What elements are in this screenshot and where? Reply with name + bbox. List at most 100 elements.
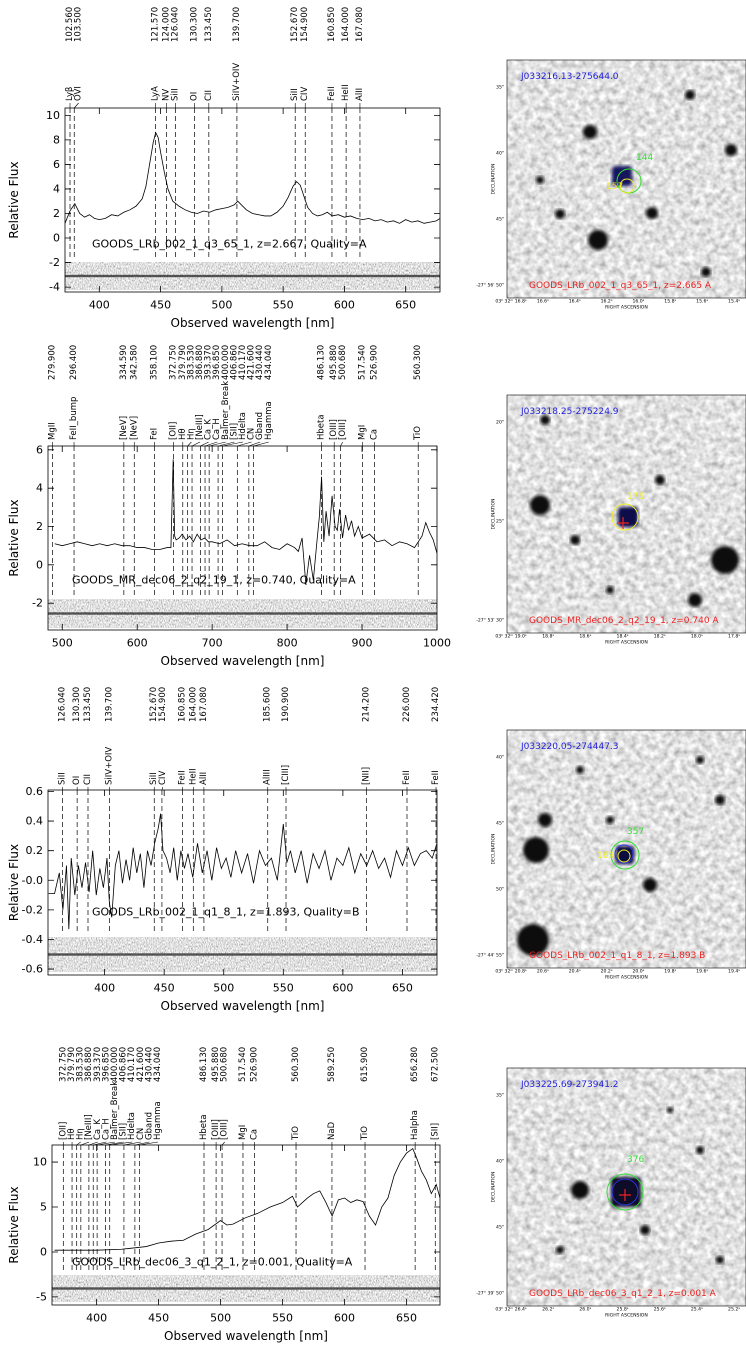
line-wavelength: 486.130 [316, 345, 326, 380]
object-id: J033225.69-273941.2 [520, 1080, 619, 1090]
thumbnail: 357 169 J033220.05-274447.3 GOODS_LRb_002_1… [476, 729, 746, 981]
line-name: LyA [150, 86, 160, 101]
line-wavelength: 526.900 [370, 345, 380, 380]
image-x-tick: 20.6ˢ [537, 969, 549, 975]
line-wavelength: 400.000 [221, 345, 231, 380]
line-name: SiII [171, 88, 181, 101]
line-wavelength: 656.280 [410, 1047, 420, 1082]
line-wavelength: 133.450 [204, 7, 214, 42]
line-connector [340, 441, 344, 447]
line-wavelength: 526.900 [250, 1047, 260, 1082]
image-y-tick: 25" [496, 519, 504, 525]
line-name: Gband [144, 1112, 154, 1140]
line-wavelength: 152.670 [290, 7, 300, 42]
image-caption: GOODS_MR_dec06_2_q2_19_1, z=0.740 A [529, 616, 719, 626]
image-x-tick: 16.0ˢ [632, 299, 644, 305]
line-wavelength: 160.850 [327, 7, 337, 42]
image-y-tick: 35" [496, 1093, 504, 1099]
image-frame [506, 394, 746, 634]
line-name: NV [161, 89, 171, 101]
line-wavelength: 152.670 [149, 687, 159, 722]
spectrum-2d-trace [48, 612, 437, 615]
source-blob [696, 756, 704, 764]
y-tick-label: 2 [53, 207, 60, 220]
line-wavelength: 486.130 [199, 1047, 209, 1082]
image-x-tick: 03ʰ 32ᵐ 20.8ˢ [495, 969, 527, 975]
line-name: SiIV+OIV [232, 63, 242, 101]
spectrum-panel: 6 4 2 0 -2 500 600 700 800 900 1000 Observed wavele… [7, 345, 451, 668]
line-name: OVI [74, 86, 84, 101]
aperture-label: 376 [627, 1155, 644, 1165]
line-name: MgI [238, 1125, 248, 1140]
line-wavelength: 430.440 [255, 345, 265, 380]
line-connector [134, 1141, 150, 1146]
line-name: OI [190, 92, 200, 101]
line-name: NaD [327, 1121, 337, 1140]
image-y-tick: 20" [496, 420, 504, 426]
line-name: CIV [158, 771, 168, 785]
line-connector [209, 441, 226, 447]
line-name: Hbeta [316, 414, 326, 440]
thumbnail: 376 J033225.69-273941.2 GOODS_LRb_dec06_3_… [476, 1067, 746, 1319]
x-axis-label: Observed wavelength [nm] [164, 1329, 328, 1343]
x-tick-label: 400 [89, 299, 110, 312]
line-wavelength: 372.750 [169, 345, 179, 380]
image-y-tick: 45" [496, 821, 504, 827]
line-name: Ca_H [212, 418, 222, 440]
line-wavelength: 421.600 [136, 1047, 146, 1082]
line-name: SiIV+OIV [105, 747, 115, 785]
spectrum-panel: 0.6 0.4 0.2 -0.0 -0.2 -0.4 -0.6 400 450 500 550 600… [7, 687, 441, 1013]
target-cross [619, 1189, 631, 1201]
line-name: TiO [360, 1126, 370, 1141]
source-blob [716, 1256, 724, 1264]
line-name: Hdelta [238, 412, 248, 440]
image-caption: GOODS_LRb_002_1_q1_8_1, z=1.893 B [529, 951, 705, 961]
x-axis-label: Observed wavelength [nm] [171, 316, 335, 330]
line-wavelength: 410.170 [238, 345, 248, 380]
y-tick-label: -4 [49, 281, 60, 294]
y-tick-label: 4 [53, 182, 60, 195]
line-name: [NeIII] [84, 1114, 94, 1140]
line-connector [218, 441, 235, 447]
image-y-tick: 40" [496, 755, 504, 761]
line-name: FeII [177, 770, 187, 785]
x-tick-label: 500 [211, 299, 232, 312]
image-y-tick: 40" [496, 1159, 504, 1165]
image-x-tick: 03ʰ 32ᵐ 16.8ˢ [495, 299, 527, 305]
image-y-tick: 40" [496, 151, 504, 157]
thumbnail: 175 J033218.25-275224.9 GOODS_MR_dec06_2_q… [476, 394, 746, 646]
image-x-tick: 19.6ˢ [696, 969, 708, 975]
image-y-tick: 45" [496, 217, 504, 223]
image-x-tick: 16.6ˢ [537, 299, 549, 305]
line-wavelength: 185.600 [263, 687, 273, 722]
object-id: J033218.25-275224.9 [520, 407, 619, 417]
line-wavelength: 296.400 [69, 345, 79, 380]
plot-frame [64, 107, 441, 293]
source-blob [555, 209, 565, 219]
line-wavelength: 334.590 [119, 345, 129, 380]
line-wavelength: 214.200 [361, 687, 371, 722]
line-wavelength: 517.540 [357, 345, 367, 380]
source-blob [715, 795, 725, 805]
source-blob [576, 766, 584, 774]
line-wavelength: 234.420 [431, 687, 441, 722]
line-connector [105, 1141, 124, 1146]
line-wavelength: 121.570 [150, 7, 160, 42]
y-axis-label: Relative Flux [7, 161, 21, 238]
source-blob [655, 475, 665, 485]
image-y-tick: 45" [496, 1225, 504, 1231]
line-name: Hdelta [127, 1112, 137, 1140]
line-name: SiII [149, 772, 159, 785]
image-x-tick: 16.2ˢ [601, 299, 613, 305]
line-name: [OII] [58, 1122, 68, 1140]
line-name: OI [72, 776, 82, 785]
y-tick-label: 0 [36, 558, 43, 571]
y-axis-label: Relative Flux [7, 1186, 21, 1263]
line-wavelength: 358.100 [150, 345, 160, 380]
line-wavelength: 560.300 [413, 345, 423, 380]
x-tick-label: 900 [352, 637, 373, 650]
line-connector [74, 102, 79, 109]
source-blob [640, 1225, 650, 1235]
line-connector [253, 441, 269, 447]
line-name: CII [83, 774, 93, 785]
